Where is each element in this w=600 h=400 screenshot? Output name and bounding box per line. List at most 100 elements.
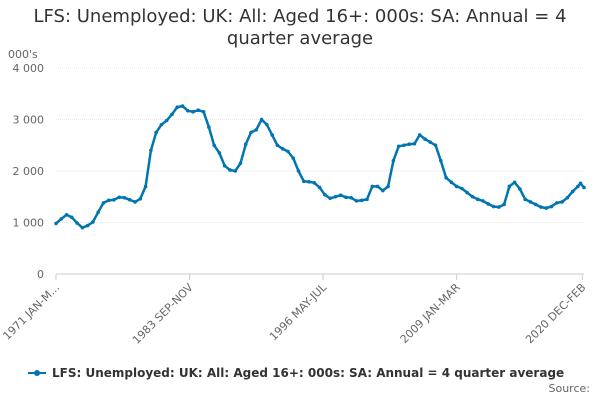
data-point <box>365 197 369 202</box>
data-point <box>106 198 111 203</box>
data-point <box>444 175 448 180</box>
data-point <box>201 109 206 114</box>
data-point <box>582 185 586 190</box>
data-point <box>307 180 311 184</box>
data-point <box>375 184 380 189</box>
data-point <box>512 180 517 185</box>
data-point <box>333 194 338 199</box>
data-point <box>122 195 127 200</box>
data-point <box>222 164 227 168</box>
data-point <box>386 184 390 189</box>
data-point <box>533 202 538 207</box>
data-point <box>523 197 527 202</box>
x-tick-label: 1983 SEP-NOV <box>130 281 196 347</box>
data-point <box>423 137 427 141</box>
data-point <box>164 118 169 123</box>
data-point <box>417 133 422 137</box>
data-point <box>275 143 280 148</box>
data-point <box>259 117 264 122</box>
data-point <box>254 128 259 132</box>
data-point <box>428 140 433 144</box>
data-point <box>96 210 100 214</box>
data-point <box>128 198 132 202</box>
series-group <box>54 104 586 230</box>
data-point <box>270 133 274 137</box>
data-point <box>539 205 543 209</box>
data-point <box>133 200 137 204</box>
data-point <box>149 148 153 153</box>
data-point <box>528 200 533 204</box>
data-point <box>544 206 549 210</box>
data-point <box>412 141 417 146</box>
data-point <box>196 108 201 113</box>
source-label: Source: <box>548 382 591 395</box>
data-point <box>359 198 364 203</box>
data-point <box>407 142 411 147</box>
data-point <box>159 122 164 127</box>
y-tick-label: 1 000 <box>13 217 45 230</box>
data-point <box>154 130 158 135</box>
data-point <box>112 198 116 202</box>
data-point <box>80 225 85 230</box>
data-point <box>578 181 583 186</box>
x-tick-label: 2020 DEC-FEB <box>523 281 588 346</box>
grid-lines <box>56 67 584 275</box>
data-point <box>59 217 64 221</box>
y-tick-label: 2 000 <box>13 165 45 178</box>
data-point <box>175 105 180 109</box>
data-point <box>185 108 190 113</box>
y-tick-label: 0 <box>37 268 44 281</box>
data-point <box>233 169 238 173</box>
data-point <box>265 122 269 127</box>
data-point <box>497 205 501 209</box>
y-tick-label: 3 000 <box>13 114 45 127</box>
x-tick-label: 1971 JAN-M... <box>0 281 62 343</box>
data-point <box>491 204 496 209</box>
data-point <box>570 189 575 194</box>
data-point <box>338 193 343 198</box>
data-point <box>323 192 327 197</box>
data-point <box>328 196 332 201</box>
data-point <box>576 184 580 189</box>
data-point <box>75 221 79 225</box>
data-point <box>317 185 322 190</box>
data-point <box>354 199 359 203</box>
data-point <box>70 215 74 220</box>
data-point <box>138 197 143 201</box>
data-point <box>312 181 317 185</box>
data-point <box>560 200 564 204</box>
chart-title-line-1: LFS: Unemployed: UK: All: Aged 16+: 000s… <box>33 6 567 27</box>
data-point <box>212 143 216 148</box>
data-point <box>301 179 306 184</box>
data-point <box>549 204 554 209</box>
data-point <box>91 220 95 224</box>
data-point <box>344 195 348 200</box>
data-point <box>396 144 401 149</box>
data-point <box>502 202 506 207</box>
data-point <box>207 125 211 130</box>
data-point <box>54 221 58 226</box>
data-point <box>554 201 559 205</box>
x-tick-label: 2009 JAN-MAR <box>398 281 463 346</box>
data-point <box>280 147 285 151</box>
data-point <box>170 112 174 117</box>
x-axis: 1971 JAN-M... 1983 SEP-NOV 1996 MAY-JUL 200… <box>0 273 588 347</box>
data-point <box>101 201 106 205</box>
data-point <box>243 142 248 147</box>
legend-label: LFS: Unemployed: UK: All: Aged 16+: 000s… <box>52 366 565 380</box>
data-point <box>249 130 253 135</box>
data-point <box>180 104 185 108</box>
data-point <box>565 195 570 200</box>
data-point <box>465 190 469 195</box>
data-point <box>238 161 243 166</box>
data-point <box>85 223 90 228</box>
y-axis-label: 000's <box>8 48 38 61</box>
data-point <box>381 188 385 193</box>
legend[interactable]: LFS: Unemployed: UK: All: Aged 16+: 000s… <box>28 366 564 380</box>
data-point <box>228 168 232 172</box>
data-point <box>402 143 406 148</box>
data-point <box>460 186 464 191</box>
data-point <box>370 184 375 189</box>
data-point <box>470 194 475 199</box>
